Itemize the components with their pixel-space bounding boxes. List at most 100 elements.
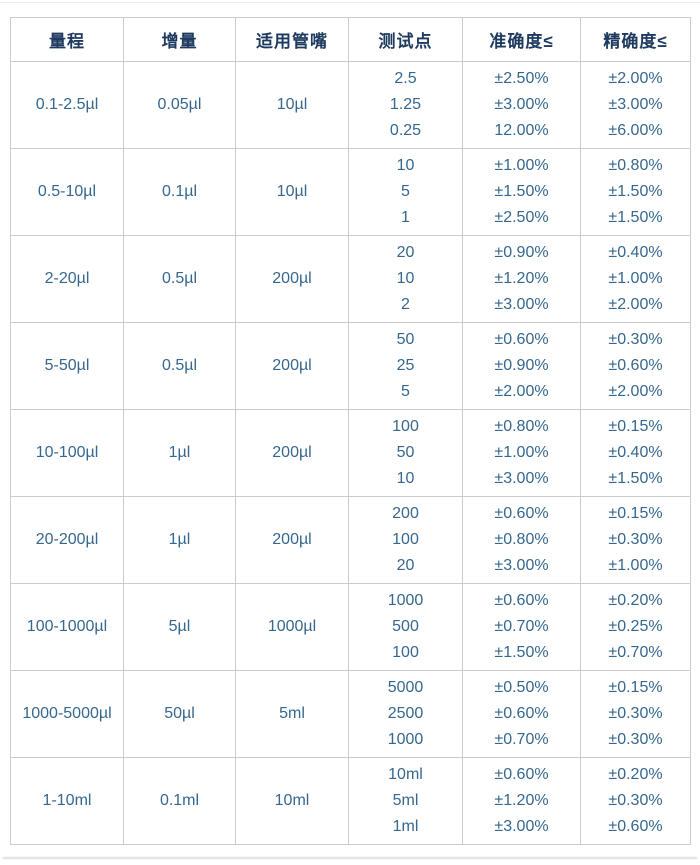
accuracy-value: ±2.50% <box>494 209 549 226</box>
precision-cell: ±0.15% ±0.30% ±1.00% <box>580 496 691 584</box>
table-row: 2-20µl 0.5µl 200µl 20 10 2 ±0.90% ±1.20%… <box>10 235 691 323</box>
accuracy-cell: ±0.50% ±0.60% ±0.70% <box>462 670 581 758</box>
accuracy-value: ±2.50% <box>494 70 549 87</box>
precision-value: ±0.25% <box>608 618 663 635</box>
accuracy-value: ±1.20% <box>494 270 549 287</box>
test-point-value: 20 <box>396 244 415 261</box>
accuracy-value: ±0.70% <box>494 618 549 635</box>
accuracy-value: ±0.60% <box>494 505 549 522</box>
test-point-value: 10ml <box>388 766 423 783</box>
top-divider-line <box>0 2 700 3</box>
table-row: 1-10ml 0.1ml 10ml 10ml 5ml 1ml ±0.60% ±1… <box>10 757 691 845</box>
accuracy-value: ±3.00% <box>494 296 549 313</box>
accuracy-cell: ±1.00% ±1.50% ±2.50% <box>462 148 581 236</box>
accuracy-value: ±1.50% <box>494 183 549 200</box>
accuracy-cell: ±0.90% ±1.20% ±3.00% <box>462 235 581 323</box>
test-point-value: 100 <box>392 418 419 435</box>
range-cell: 0.1-2.5µl <box>10 61 124 149</box>
precision-value: ±0.70% <box>608 644 663 661</box>
column-header-precision: 精确度≤ <box>580 17 691 62</box>
tip-cell: 10µl <box>235 148 349 236</box>
bottom-divider-line <box>3 857 697 859</box>
table-row: 100-1000µl 5µl 1000µl 1000 500 100 ±0.60… <box>10 583 691 671</box>
accuracy-value: ±2.00% <box>494 383 549 400</box>
precision-value: ±1.50% <box>608 183 663 200</box>
test-point-value: 1 <box>401 209 410 226</box>
tip-cell: 200µl <box>235 235 349 323</box>
range-cell: 20-200µl <box>10 496 124 584</box>
precision-value: ±0.20% <box>608 592 663 609</box>
test-points-cell: 10ml 5ml 1ml <box>348 757 463 845</box>
range-cell: 5-50µl <box>10 322 124 410</box>
precision-value: ±3.00% <box>608 96 663 113</box>
table-row: 5-50µl 0.5µl 200µl 50 25 5 ±0.60% ±0.90%… <box>10 322 691 410</box>
precision-value: ±2.00% <box>608 70 663 87</box>
accuracy-value: ±3.00% <box>494 557 549 574</box>
increment-cell: 0.1µl <box>123 148 236 236</box>
tip-cell: 200µl <box>235 496 349 584</box>
precision-value: ±0.15% <box>608 418 663 435</box>
test-point-value: 50 <box>396 331 415 348</box>
test-points-cell: 200 100 20 <box>348 496 463 584</box>
increment-cell: 0.1ml <box>123 757 236 845</box>
precision-cell: ±0.20% ±0.25% ±0.70% <box>580 583 691 671</box>
test-point-value: 1000 <box>387 592 424 609</box>
table-row: 0.1-2.5µl 0.05µl 10µl 2.5 1.25 0.25 ±2.5… <box>10 61 691 149</box>
precision-value: ±0.30% <box>608 331 663 348</box>
accuracy-value: 12.00% <box>494 122 549 139</box>
precision-value: ±0.40% <box>608 444 663 461</box>
precision-cell: ±0.40% ±1.00% ±2.00% <box>580 235 691 323</box>
accuracy-value: ±0.70% <box>494 731 549 748</box>
test-point-value: 5ml <box>392 792 419 809</box>
accuracy-value: ±1.50% <box>494 644 549 661</box>
accuracy-value: ±0.60% <box>494 705 549 722</box>
precision-value: ±2.00% <box>608 296 663 313</box>
accuracy-cell: ±0.60% ±1.20% ±3.00% <box>462 757 581 845</box>
test-point-value: 1.25 <box>389 96 422 113</box>
table-row: 10-100µl 1µl 200µl 100 50 10 ±0.80% ±1.0… <box>10 409 691 497</box>
range-cell: 1-10ml <box>10 757 124 845</box>
range-cell: 1000-5000µl <box>10 670 124 758</box>
test-points-cell: 100 50 10 <box>348 409 463 497</box>
accuracy-value: ±0.90% <box>494 357 549 374</box>
precision-value: ±0.15% <box>608 679 663 696</box>
precision-cell: ±0.15% ±0.40% ±1.50% <box>580 409 691 497</box>
precision-value: ±0.60% <box>608 818 663 835</box>
test-points-cell: 5000 2500 1000 <box>348 670 463 758</box>
precision-cell: ±0.30% ±0.60% ±2.00% <box>580 322 691 410</box>
test-point-value: 2500 <box>387 705 424 722</box>
accuracy-value: ±1.20% <box>494 792 549 809</box>
test-point-value: 20 <box>396 557 415 574</box>
table-row: 1000-5000µl 50µl 5ml 5000 2500 1000 ±0.5… <box>10 670 691 758</box>
accuracy-value: ±3.00% <box>494 818 549 835</box>
column-header-test-point: 测试点 <box>348 17 463 62</box>
accuracy-value: ±0.60% <box>494 331 549 348</box>
test-point-value: 25 <box>396 357 415 374</box>
precision-value: ±0.30% <box>608 705 663 722</box>
precision-value: ±2.00% <box>608 383 663 400</box>
precision-value: ±1.00% <box>608 270 663 287</box>
precision-value: ±6.00% <box>608 122 663 139</box>
increment-cell: 50µl <box>123 670 236 758</box>
header-row: 量程 增量 适用管嘴 测试点 准确度≤ 精确度≤ <box>10 17 691 62</box>
precision-value: ±0.40% <box>608 244 663 261</box>
test-point-value: 10 <box>396 270 415 287</box>
range-cell: 2-20µl <box>10 235 124 323</box>
pipette-spec-table: 量程 增量 适用管嘴 测试点 准确度≤ 精确度≤ 0.1-2.5µl 0.05µ… <box>10 17 691 845</box>
accuracy-cell: ±0.60% ±0.90% ±2.00% <box>462 322 581 410</box>
table-row: 0.5-10µl 0.1µl 10µl 10 5 1 ±1.00% ±1.50%… <box>10 148 691 236</box>
test-point-value: 10 <box>396 157 415 174</box>
test-points-cell: 2.5 1.25 0.25 <box>348 61 463 149</box>
accuracy-value: ±0.80% <box>494 418 549 435</box>
precision-cell: ±0.80% ±1.50% ±1.50% <box>580 148 691 236</box>
precision-value: ±0.20% <box>608 766 663 783</box>
precision-value: ±1.50% <box>608 209 663 226</box>
test-point-value: 2 <box>401 296 410 313</box>
test-point-value: 5 <box>401 183 410 200</box>
tip-cell: 10ml <box>235 757 349 845</box>
accuracy-value: ±0.50% <box>494 679 549 696</box>
precision-value: ±0.80% <box>608 157 663 174</box>
precision-value: ±1.50% <box>608 470 663 487</box>
precision-value: ±0.30% <box>608 731 663 748</box>
test-points-cell: 20 10 2 <box>348 235 463 323</box>
